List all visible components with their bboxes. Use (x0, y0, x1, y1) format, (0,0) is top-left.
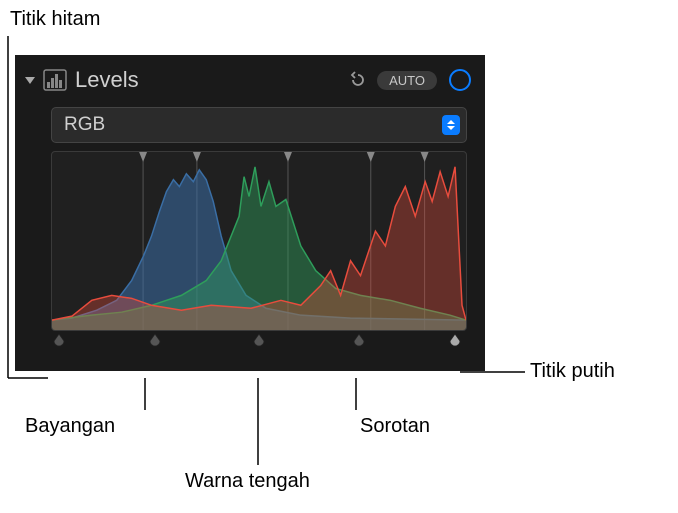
auto-button[interactable]: AUTO (377, 71, 437, 90)
levels-panel: Levels AUTO RGB (15, 55, 485, 371)
handle-midtones[interactable] (252, 334, 266, 352)
callout-highlights: Sorotan (360, 415, 430, 438)
channel-select[interactable]: RGB (51, 107, 467, 143)
callout-shadows: Bayangan (25, 415, 115, 438)
panel-title: Levels (75, 67, 349, 93)
disclosure-triangle[interactable] (25, 77, 35, 84)
handle-track (51, 331, 467, 355)
callout-black-point: Titik hitam (10, 8, 100, 31)
channel-label: RGB (64, 114, 105, 136)
callout-midtones: Warna tengah (185, 470, 310, 493)
dropdown-arrows-icon (442, 115, 460, 135)
reset-icon[interactable] (349, 71, 367, 89)
levels-icon (43, 69, 67, 91)
handle-white-point[interactable] (448, 334, 462, 352)
handle-highlights[interactable] (352, 334, 366, 352)
handle-shadows[interactable] (148, 334, 162, 352)
callout-white-point: Titik putih (530, 360, 615, 383)
handle-black-point[interactable] (52, 334, 66, 352)
histogram-area[interactable] (51, 151, 467, 331)
panel-header: Levels AUTO (15, 65, 485, 101)
enable-toggle[interactable] (449, 69, 471, 91)
